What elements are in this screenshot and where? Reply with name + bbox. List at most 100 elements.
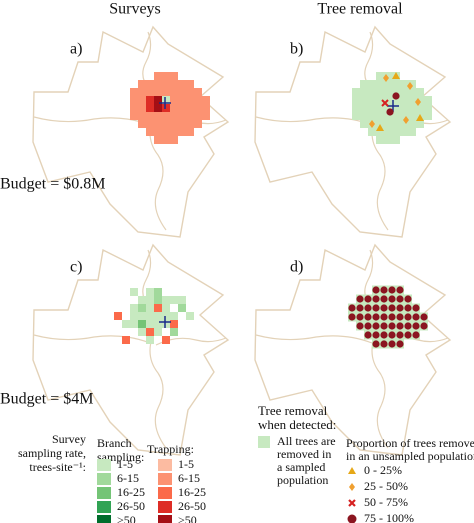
grid-cell <box>138 312 146 320</box>
grid-cell <box>178 112 186 120</box>
grid-cell <box>408 96 416 104</box>
grid-cell <box>146 320 154 328</box>
panel-label: b) <box>290 41 303 58</box>
grid-cell <box>368 96 376 104</box>
grid-cell <box>130 96 138 104</box>
column-title: Tree removal <box>317 1 403 18</box>
grid-cell <box>186 112 194 120</box>
grid-cell <box>138 112 146 120</box>
grid-cell <box>178 104 186 112</box>
grid-cell <box>154 104 162 112</box>
grid-cell <box>146 112 154 120</box>
grid-cell <box>186 312 194 320</box>
grid-cell <box>416 96 424 104</box>
marker <box>364 322 372 330</box>
grid-cell <box>202 104 210 112</box>
legend-label: 25 - 50% <box>364 479 408 493</box>
grid-cell <box>178 304 186 312</box>
grid-cell <box>170 120 178 128</box>
marker <box>396 313 404 321</box>
grid-cell <box>130 312 138 320</box>
grid-cell <box>178 128 186 136</box>
grid-cell <box>170 328 178 336</box>
grid-cell <box>186 80 194 88</box>
grid-cell <box>154 136 162 144</box>
legend-label: 26-50 <box>117 499 145 513</box>
grid-cell <box>416 104 424 112</box>
centroid <box>159 97 171 109</box>
grid-cell <box>368 88 376 96</box>
legend-title: sampling rate, <box>18 446 86 460</box>
grid-cell <box>352 88 360 96</box>
grid-cell <box>146 96 154 104</box>
marker <box>388 286 396 294</box>
grid-cell <box>154 128 162 136</box>
marker <box>380 304 388 312</box>
grid-cell <box>162 88 170 96</box>
marker <box>404 313 412 321</box>
legend-label: >50 <box>178 513 197 523</box>
legend-swatch <box>158 473 172 485</box>
marker <box>404 322 412 330</box>
grid-cell <box>146 336 154 344</box>
grid-cell <box>400 128 408 136</box>
grid-cell <box>146 296 154 304</box>
centroid <box>159 316 171 328</box>
grid-cell <box>368 112 376 120</box>
marker <box>380 313 388 321</box>
grid-cell <box>384 88 392 96</box>
marker <box>420 313 428 321</box>
legend-label: 1-5 <box>178 457 194 471</box>
marker <box>347 514 357 523</box>
marker <box>372 322 380 330</box>
marker <box>364 313 372 321</box>
grid-cell <box>170 72 178 80</box>
legend-label: All trees are <box>277 434 336 448</box>
legend-label: 16-25 <box>117 485 145 499</box>
marker <box>388 313 396 321</box>
grid-cell <box>392 112 400 120</box>
grid-cell <box>130 88 138 96</box>
marker <box>420 322 428 330</box>
marker <box>396 304 404 312</box>
grid-cell <box>146 104 154 112</box>
grid-cell <box>170 112 178 120</box>
grid-cell <box>202 96 210 104</box>
marker <box>356 313 364 321</box>
grid-cell <box>146 128 154 136</box>
grid-cell <box>138 328 146 336</box>
marker <box>412 304 420 312</box>
marker <box>412 322 420 330</box>
marker <box>372 313 380 321</box>
grid-cell <box>368 104 376 112</box>
grid-cell <box>376 104 384 112</box>
grid-cell <box>170 96 178 104</box>
grid-cell <box>122 320 130 328</box>
grid-cell <box>186 104 194 112</box>
marker <box>383 74 389 82</box>
marker <box>372 340 380 348</box>
legend-label: 0 - 25% <box>364 463 402 477</box>
legend-swatch <box>158 459 172 471</box>
panel-label: d) <box>290 259 303 276</box>
grid-cell <box>360 104 368 112</box>
grid-cell <box>146 120 154 128</box>
legend-label: 6-15 <box>117 471 139 485</box>
grid-cell <box>162 304 170 312</box>
marker <box>364 304 372 312</box>
grid-cell <box>376 80 384 88</box>
budget: Budget = $0.8M <box>0 176 105 193</box>
column-title: Surveys <box>109 1 161 18</box>
grid-cell <box>400 88 408 96</box>
grid-cell <box>130 112 138 120</box>
grid-cell <box>424 112 432 120</box>
grid-cell <box>170 136 178 144</box>
marker <box>356 295 364 303</box>
grid-cell <box>162 96 170 104</box>
grid-cell <box>352 112 360 120</box>
legend-swatch <box>97 459 111 471</box>
marker <box>380 286 388 294</box>
legend-label: 16-25 <box>178 485 206 499</box>
grid-cell <box>424 96 432 104</box>
